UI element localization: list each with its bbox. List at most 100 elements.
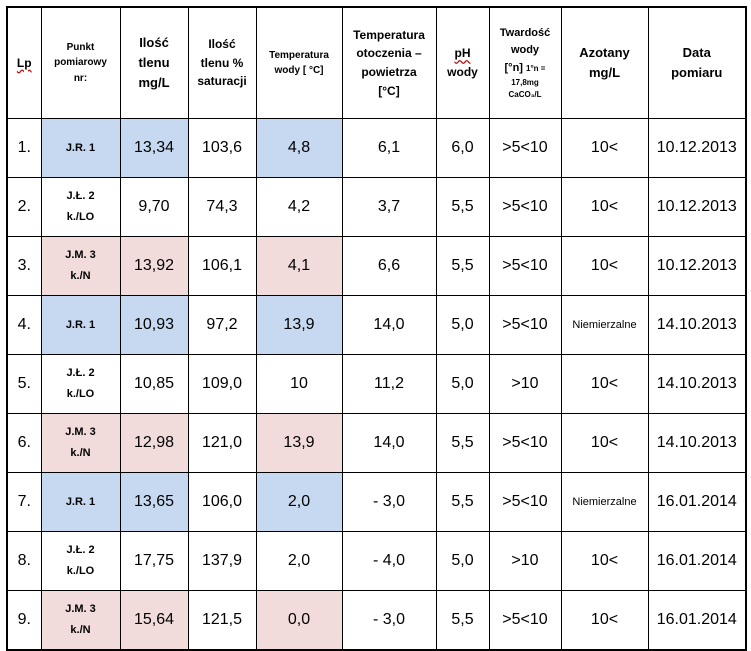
cell-measurement-point: J.Ł. 2 k./LO — [40, 354, 121, 414]
header-lp-label: Lp — [16, 55, 32, 70]
cell-water-temperature: 4,2 — [255, 177, 343, 237]
cell-hardness: >5<10 — [488, 590, 562, 651]
cell-oxygen: 15,64 — [119, 590, 189, 651]
cell-air-temperature: - 3,0 — [341, 590, 437, 651]
cell-saturation: 109,0 — [187, 354, 257, 414]
cell-ph: 5,5 — [435, 177, 490, 237]
header-nitrates: Azotany mg/L — [560, 6, 649, 119]
cell-measurement-point: J.M. 3 k./N — [40, 413, 121, 473]
cell-lp: 6. — [6, 413, 42, 473]
header-air-temp-line: powietrza — [361, 65, 417, 79]
header-point-line: pomiarowy — [54, 57, 107, 69]
header-water-temp-line: Temperatura — [269, 49, 329, 61]
cell-ph: 5,0 — [435, 354, 490, 414]
air-temperature-link[interactable]: - 3,0 — [372, 493, 405, 510]
cell-measurement-point: J.M. 3 k./N — [40, 590, 121, 651]
cell-ph: 5,0 — [435, 531, 490, 591]
cell-measurement-point: J.Ł. 2 k./LO — [40, 531, 121, 591]
cell-lp: 4. — [6, 295, 42, 355]
cell-lp: 8. — [6, 531, 42, 591]
cell-oxygen: 13,34 — [119, 118, 189, 178]
cell-date: 10.12.2013 — [647, 177, 747, 237]
cell-nitrates: 10< — [560, 590, 649, 651]
header-nitrates-line: mg/L — [588, 65, 621, 80]
air-temperature-link[interactable]: - 4,0 — [372, 552, 405, 569]
table-row: 2. J.Ł. 2 k./LO 9,70 74,3 4,2 3,7 5,5 >5<10 10< 10… — [6, 177, 747, 237]
header-hardness-line: [°n] 1°n = — [492, 60, 559, 77]
cell-nitrates: Niemierzalne — [560, 472, 649, 532]
table-row: 3. J.M. 3 k./N 13,92 106,1 4,1 6,6 5,5 >5<10 10< 1… — [6, 236, 747, 296]
header-hardness-note: CaCO₃/L — [508, 89, 542, 99]
cell-oxygen: 10,85 — [119, 354, 189, 414]
cell-water-temperature: 13,9 — [255, 413, 343, 473]
cell-water-temperature: 13,9 — [255, 295, 343, 355]
table-row: 1. J.R. 1 13,34 103,6 4,8 6,1 6,0 >5<10 10< 10.12… — [6, 118, 747, 178]
cell-nitrates: 10< — [560, 236, 649, 296]
cell-date: 10.12.2013 — [647, 118, 747, 178]
cell-measurement-point: J.R. 1 — [40, 295, 121, 355]
cell-saturation: 137,9 — [187, 531, 257, 591]
header-hardness-note: 17,8mg — [511, 77, 539, 87]
header-oxygen-line: Ilość — [139, 34, 169, 50]
point-id-line: J.R. 1 — [65, 318, 96, 331]
cell-oxygen: 9,70 — [119, 177, 189, 237]
cell-air-temperature: 11,2 — [341, 354, 437, 414]
header-water-temperature: Temperatura wody [ °C] — [255, 6, 343, 119]
cell-measurement-point: J.M. 3 k./N — [40, 236, 121, 296]
cell-lp: 5. — [6, 354, 42, 414]
cell-nitrates: 10< — [560, 177, 649, 237]
point-id-line: k./LO — [66, 565, 95, 577]
cell-date: 16.01.2014 — [647, 472, 747, 532]
cell-measurement-point: J.R. 1 — [40, 472, 121, 532]
cell-hardness: >5<10 — [488, 236, 562, 296]
header-water-hardness: Twardość wody [°n] 1°n = 17,8mg CaCO₃/L — [488, 6, 562, 119]
cell-ph: 5,5 — [435, 413, 490, 473]
cell-oxygen: 13,65 — [119, 472, 189, 532]
cell-water-temperature: 0,0 — [255, 590, 343, 651]
header-hardness-note: 1°n = — [526, 63, 546, 73]
header-water-ph: pH wody — [435, 6, 490, 119]
cell-water-temperature: 2,0 — [255, 531, 343, 591]
cell-oxygen: 12,98 — [119, 413, 189, 473]
cell-nitrates: Niemierzalne — [560, 295, 649, 355]
point-id-line: J.M. 3 — [65, 603, 96, 616]
cell-air-temperature: - 4,0 — [341, 531, 437, 591]
header-air-temp-line: [°C] — [378, 83, 400, 98]
cell-ph: 5,5 — [435, 236, 490, 296]
cell-oxygen: 17,75 — [119, 531, 189, 591]
cell-date: 14.10.2013 — [647, 354, 747, 414]
table-row: 4. J.R. 1 10,93 97,2 13,9 14,0 5,0 >5<10 Niemier… — [6, 295, 747, 355]
cell-saturation: 103,6 — [187, 118, 257, 178]
point-id-line: k./LO — [66, 388, 95, 400]
header-ph-line: wody — [447, 65, 478, 79]
cell-water-temperature: 2,0 — [255, 472, 343, 532]
cell-hardness: >5<10 — [488, 295, 562, 355]
cell-saturation: 106,0 — [187, 472, 257, 532]
air-temperature-link[interactable]: - 3,0 — [372, 611, 405, 628]
header-air-temperature: Temperatura otoczenia – powietrza [°C] — [341, 6, 437, 119]
cell-saturation: 106,1 — [187, 236, 257, 296]
cell-hardness: >5<10 — [488, 177, 562, 237]
cell-hardness: >5<10 — [488, 472, 562, 532]
point-id-line: J.Ł. 2 — [66, 367, 95, 380]
cell-lp: 1. — [6, 118, 42, 178]
cell-hardness: >10 — [488, 531, 562, 591]
header-oxygen-line: tlenu — [138, 54, 170, 70]
cell-nitrates: 10< — [560, 413, 649, 473]
header-row: Lp Punkt pomiarowy nr: Ilość tlenu mg/L … — [6, 6, 747, 119]
point-id-line: k./LO — [66, 211, 95, 223]
header-saturation-line: Ilość — [208, 37, 236, 52]
cell-oxygen: 10,93 — [119, 295, 189, 355]
header-date-line: Data — [682, 44, 711, 60]
cell-nitrates: 10< — [560, 531, 649, 591]
cell-saturation: 97,2 — [187, 295, 257, 355]
cell-saturation: 121,5 — [187, 590, 257, 651]
header-oxygen-amount: Ilość tlenu mg/L — [119, 6, 189, 119]
cell-air-temperature: 6,6 — [341, 236, 437, 296]
measurements-table: Lp Punkt pomiarowy nr: Ilość tlenu mg/L … — [6, 6, 747, 651]
header-saturation-line: tlenu % — [200, 55, 244, 70]
cell-lp: 2. — [6, 177, 42, 237]
cell-saturation: 74,3 — [187, 177, 257, 237]
header-point-line: nr: — [73, 72, 88, 84]
header-air-temp-line: otoczenia – — [356, 46, 422, 61]
